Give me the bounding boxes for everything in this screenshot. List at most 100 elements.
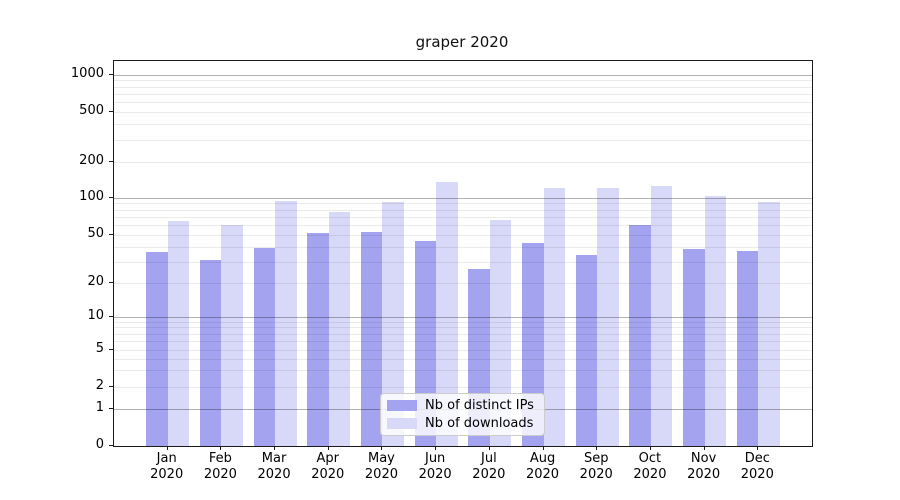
minor-gridline <box>114 341 812 342</box>
y-tick-label: 1 <box>95 400 104 415</box>
x-tick-mark <box>596 446 598 450</box>
y-tick-mark <box>109 348 113 350</box>
y-tick-label: 100 <box>79 188 104 204</box>
y-tick-mark <box>109 196 113 198</box>
bar-nb-of-distinct-ips-nov <box>683 249 705 446</box>
bar-nb-of-downloads-dec <box>758 202 780 446</box>
minor-gridline <box>114 94 812 95</box>
bar-nb-of-downloads-feb <box>221 225 243 446</box>
x-tick-mark <box>274 446 276 450</box>
x-tick-mark <box>381 446 383 450</box>
y-tick-mark <box>109 111 113 112</box>
y-tick-mark <box>109 316 113 317</box>
legend-swatch-distinct-ips <box>387 399 417 411</box>
x-tick-label: Apr 2020 <box>311 451 345 482</box>
x-tick-label: Oct 2020 <box>633 451 667 482</box>
legend-label-downloads: Nb of downloads <box>425 416 534 432</box>
legend-item-downloads: Nb of downloads <box>387 416 544 431</box>
bar-nb-of-downloads-nov <box>704 196 727 446</box>
bar-nb-of-distinct-ips-feb <box>199 260 222 446</box>
bar-nb-of-distinct-ips-dec <box>736 250 759 446</box>
minor-gridline <box>114 217 812 218</box>
minor-gridline <box>114 124 812 125</box>
x-tick-mark <box>703 446 705 450</box>
legend-swatch-downloads <box>387 418 417 430</box>
y-tick-label: 50 <box>87 226 104 241</box>
x-tick-label: Jan 2020 <box>150 451 184 482</box>
minor-gridline <box>114 87 812 88</box>
minor-gridline <box>114 359 812 360</box>
minor-gridline <box>114 350 812 351</box>
x-tick-label: Sep 2020 <box>579 451 613 482</box>
x-tick-label: Aug 2020 <box>525 451 560 482</box>
y-tick-mark <box>109 408 113 409</box>
bar-nb-of-downloads-jun <box>436 182 458 446</box>
chart-title: graper 2020 <box>415 33 509 51</box>
x-tick-mark <box>435 446 437 450</box>
y-tick-mark <box>109 444 113 446</box>
x-tick-label: Mar 2020 <box>257 451 291 482</box>
minor-gridline <box>114 387 812 388</box>
legend: Nb of distinct IPs Nb of downloads <box>380 393 545 436</box>
major-gridline <box>114 317 812 318</box>
bar-nb-of-downloads-may <box>382 202 404 446</box>
y-tick-mark <box>109 386 113 387</box>
x-tick-mark <box>488 446 490 450</box>
bar-nb-of-distinct-ips-may <box>360 231 383 446</box>
y-tick-label: 5 <box>95 340 104 356</box>
x-tick-mark <box>757 446 759 450</box>
bar-nb-of-downloads-jul <box>489 219 512 446</box>
x-tick-mark <box>220 446 222 450</box>
x-tick-mark <box>649 446 651 450</box>
x-tick-mark <box>327 446 329 450</box>
minor-gridline <box>114 112 812 113</box>
legend-item-distinct-ips: Nb of distinct IPs <box>387 398 544 413</box>
x-tick-label: Dec 2020 <box>740 451 774 482</box>
y-tick-label: 2 <box>95 378 104 393</box>
y-tick-label: 0 <box>95 436 104 452</box>
minor-gridline <box>114 210 812 211</box>
bar-nb-of-downloads-mar <box>275 201 297 446</box>
minor-gridline <box>114 162 812 163</box>
major-gridline <box>114 198 812 199</box>
minor-gridline <box>114 327 812 328</box>
plot-area: Nb of distinct IPs Nb of downloads <box>113 60 813 447</box>
bar-nb-of-distinct-ips-sep <box>575 255 598 446</box>
minor-gridline <box>114 334 812 335</box>
minor-gridline <box>114 235 812 236</box>
bar-nb-of-downloads-jan <box>167 220 190 446</box>
minor-gridline <box>114 283 812 284</box>
minor-gridline <box>114 80 812 81</box>
y-tick-label: 1000 <box>70 65 104 81</box>
minor-gridline <box>114 322 812 323</box>
x-tick-label: Jun 2020 <box>418 451 452 482</box>
y-tick-mark <box>109 234 113 235</box>
bar-nb-of-downloads-oct <box>650 185 673 446</box>
minor-gridline <box>114 247 812 248</box>
x-tick-mark <box>542 446 544 450</box>
bar-nb-of-distinct-ips-jan <box>146 252 168 446</box>
x-tick-label: Feb 2020 <box>203 451 237 482</box>
legend-label-distinct-ips: Nb of distinct IPs <box>425 397 534 413</box>
y-tick-label: 200 <box>79 152 104 168</box>
minor-gridline <box>114 140 812 141</box>
bar-nb-of-distinct-ips-oct <box>629 225 651 446</box>
minor-gridline <box>114 262 812 263</box>
x-tick-label: Jul 2020 <box>472 451 506 482</box>
bar-nb-of-downloads-apr <box>328 212 351 446</box>
y-tick-mark <box>109 282 113 283</box>
y-tick-mark <box>109 73 113 75</box>
y-tick-label: 500 <box>79 103 104 118</box>
bar-nb-of-downloads-aug <box>543 188 566 446</box>
minor-gridline <box>114 225 812 226</box>
x-tick-mark <box>166 446 168 450</box>
x-tick-label: May 2020 <box>364 451 398 482</box>
bar-nb-of-distinct-ips-mar <box>253 248 276 446</box>
y-tick-label: 20 <box>87 274 104 289</box>
minor-gridline <box>114 203 812 204</box>
bar-nb-of-downloads-sep <box>597 188 619 446</box>
major-gridline <box>114 75 812 76</box>
bar-nb-of-distinct-ips-apr <box>307 232 329 446</box>
x-tick-label: Nov 2020 <box>687 451 721 482</box>
